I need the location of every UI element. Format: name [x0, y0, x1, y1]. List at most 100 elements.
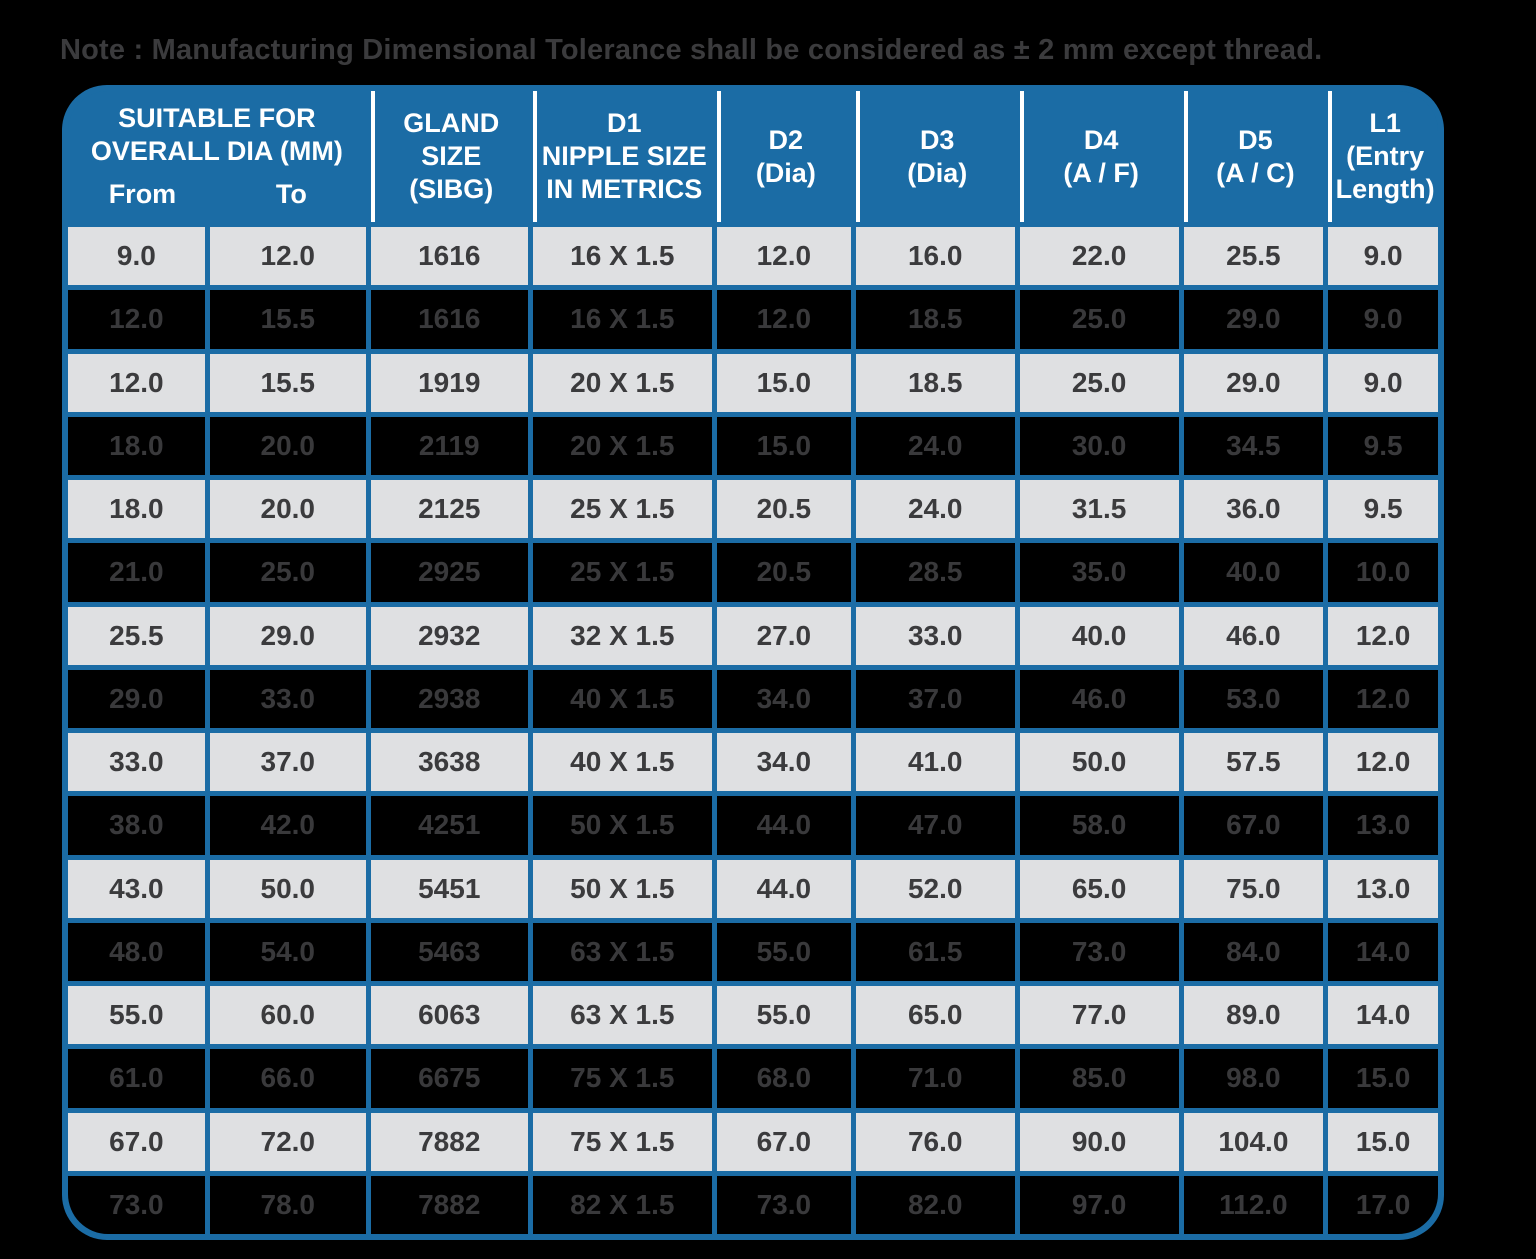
table-cell: 15.0 — [1328, 1049, 1438, 1108]
table-cell: 38.0 — [68, 796, 205, 855]
table-cell: 30.0 — [1019, 416, 1179, 475]
table-cell: 41.0 — [855, 733, 1015, 792]
table-cell: 31.5 — [1019, 480, 1179, 539]
table-cell: 12.0 — [1328, 606, 1438, 665]
table-cell: 63 X 1.5 — [532, 922, 712, 981]
table-cell: 15.5 — [209, 290, 366, 349]
table-cell: 82.0 — [855, 1175, 1015, 1234]
tolerance-note: Note : Manufacturing Dimensional Toleran… — [60, 34, 1323, 66]
table-cell: 2938 — [370, 669, 528, 728]
table-cell: 78.0 — [209, 1175, 366, 1234]
header-cell-suitable-for-overall-dia: SUITABLE FOR OVERALL DIA (MM) From To — [68, 91, 366, 222]
table-cell: 16 X 1.5 — [532, 290, 712, 349]
table-cell: 9.5 — [1328, 480, 1438, 539]
table-cell: 75 X 1.5 — [532, 1049, 712, 1108]
table-cell: 18.5 — [855, 353, 1015, 412]
table-cell: 61.0 — [68, 1049, 205, 1108]
table-cell: 44.0 — [716, 796, 851, 855]
table-cell: 20.0 — [209, 416, 366, 475]
table-cell: 16 X 1.5 — [532, 227, 712, 286]
header-cell-d5-ac: D5 (A / C) — [1183, 91, 1324, 222]
table-cell: 104.0 — [1183, 1112, 1324, 1171]
table-cell: 2119 — [370, 416, 528, 475]
table-cell: 57.5 — [1183, 733, 1324, 792]
table-cell: 12.0 — [68, 353, 205, 412]
table-cell: 12.0 — [716, 290, 851, 349]
table-cell: 15.0 — [716, 353, 851, 412]
table-cell: 55.0 — [716, 922, 851, 981]
table-cell: 25.5 — [68, 606, 205, 665]
header-cell-l1-entry-length: L1 (Entry Length) — [1328, 91, 1438, 222]
table-cell: 6675 — [370, 1049, 528, 1108]
table-cell: 24.0 — [855, 480, 1015, 539]
table-cell: 34.0 — [716, 733, 851, 792]
table-cell: 9.0 — [1328, 227, 1438, 286]
table-cell: 13.0 — [1328, 859, 1438, 918]
table-cell: 53.0 — [1183, 669, 1324, 728]
table-cell: 75 X 1.5 — [532, 1112, 712, 1171]
table-cell: 42.0 — [209, 796, 366, 855]
table-cell: 60.0 — [209, 986, 366, 1045]
table-cell: 34.5 — [1183, 416, 1324, 475]
table-cell: 61.5 — [855, 922, 1015, 981]
table-cell: 20.5 — [716, 480, 851, 539]
table-cell: 5463 — [370, 922, 528, 981]
table-cell: 5451 — [370, 859, 528, 918]
table-cell: 76.0 — [855, 1112, 1015, 1171]
table-cell: 16.0 — [855, 227, 1015, 286]
header-cell-d3-dia: D3 (Dia) — [855, 91, 1015, 222]
table-cell: 46.0 — [1183, 606, 1324, 665]
table-cell: 2125 — [370, 480, 528, 539]
table-cell: 1919 — [370, 353, 528, 412]
table-cell: 12.0 — [209, 227, 366, 286]
table-cell: 73.0 — [716, 1175, 851, 1234]
table-cell: 17.0 — [1328, 1175, 1438, 1234]
table-cell: 43.0 — [68, 859, 205, 918]
table-cell: 1616 — [370, 290, 528, 349]
table-cell: 65.0 — [855, 986, 1015, 1045]
table-cell: 12.0 — [716, 227, 851, 286]
table-cell: 44.0 — [716, 859, 851, 918]
table-cell: 67.0 — [68, 1112, 205, 1171]
table-cell: 20 X 1.5 — [532, 416, 712, 475]
table-cell: 50.0 — [1019, 733, 1179, 792]
table-cell: 7882 — [370, 1175, 528, 1234]
table-cell: 2925 — [370, 543, 528, 602]
table-cell: 25 X 1.5 — [532, 480, 712, 539]
table-cell: 67.0 — [1183, 796, 1324, 855]
table-cell: 66.0 — [209, 1049, 366, 1108]
table-cell: 13.0 — [1328, 796, 1438, 855]
table-cell: 28.5 — [855, 543, 1015, 602]
table-cell: 18.0 — [68, 480, 205, 539]
header-cell-d1-nipple-size: D1 NIPPLE SIZE IN METRICS — [532, 91, 712, 222]
table-cell: 15.0 — [716, 416, 851, 475]
table-cell: 50 X 1.5 — [532, 859, 712, 918]
table-cell: 72.0 — [209, 1112, 366, 1171]
gland-dimension-table: SUITABLE FOR OVERALL DIA (MM) From To GL… — [62, 85, 1444, 1240]
table-cell: 97.0 — [1019, 1175, 1179, 1234]
table-cell: 90.0 — [1019, 1112, 1179, 1171]
table-cell: 25.0 — [1019, 353, 1179, 412]
table-cell: 9.0 — [1328, 353, 1438, 412]
table-cell: 1616 — [370, 227, 528, 286]
header-cell-d2-dia: D2 (Dia) — [716, 91, 851, 222]
table-cell: 73.0 — [1019, 922, 1179, 981]
table-cell: 20.0 — [209, 480, 366, 539]
header-from-to-row: From To — [68, 178, 366, 211]
table-cell: 2932 — [370, 606, 528, 665]
table-cell: 89.0 — [1183, 986, 1324, 1045]
table-cell: 54.0 — [209, 922, 366, 981]
table-cell: 33.0 — [855, 606, 1015, 665]
table-cell: 25 X 1.5 — [532, 543, 712, 602]
table-cell: 63 X 1.5 — [532, 986, 712, 1045]
table-cell: 58.0 — [1019, 796, 1179, 855]
table-cell: 35.0 — [1019, 543, 1179, 602]
table-cell: 20 X 1.5 — [532, 353, 712, 412]
table-cell: 29.0 — [1183, 353, 1324, 412]
table-cell: 48.0 — [68, 922, 205, 981]
table-cell: 15.0 — [1328, 1112, 1438, 1171]
table-cell: 14.0 — [1328, 922, 1438, 981]
table-cell: 32 X 1.5 — [532, 606, 712, 665]
table-cell: 68.0 — [716, 1049, 851, 1108]
table-cell: 12.0 — [1328, 733, 1438, 792]
